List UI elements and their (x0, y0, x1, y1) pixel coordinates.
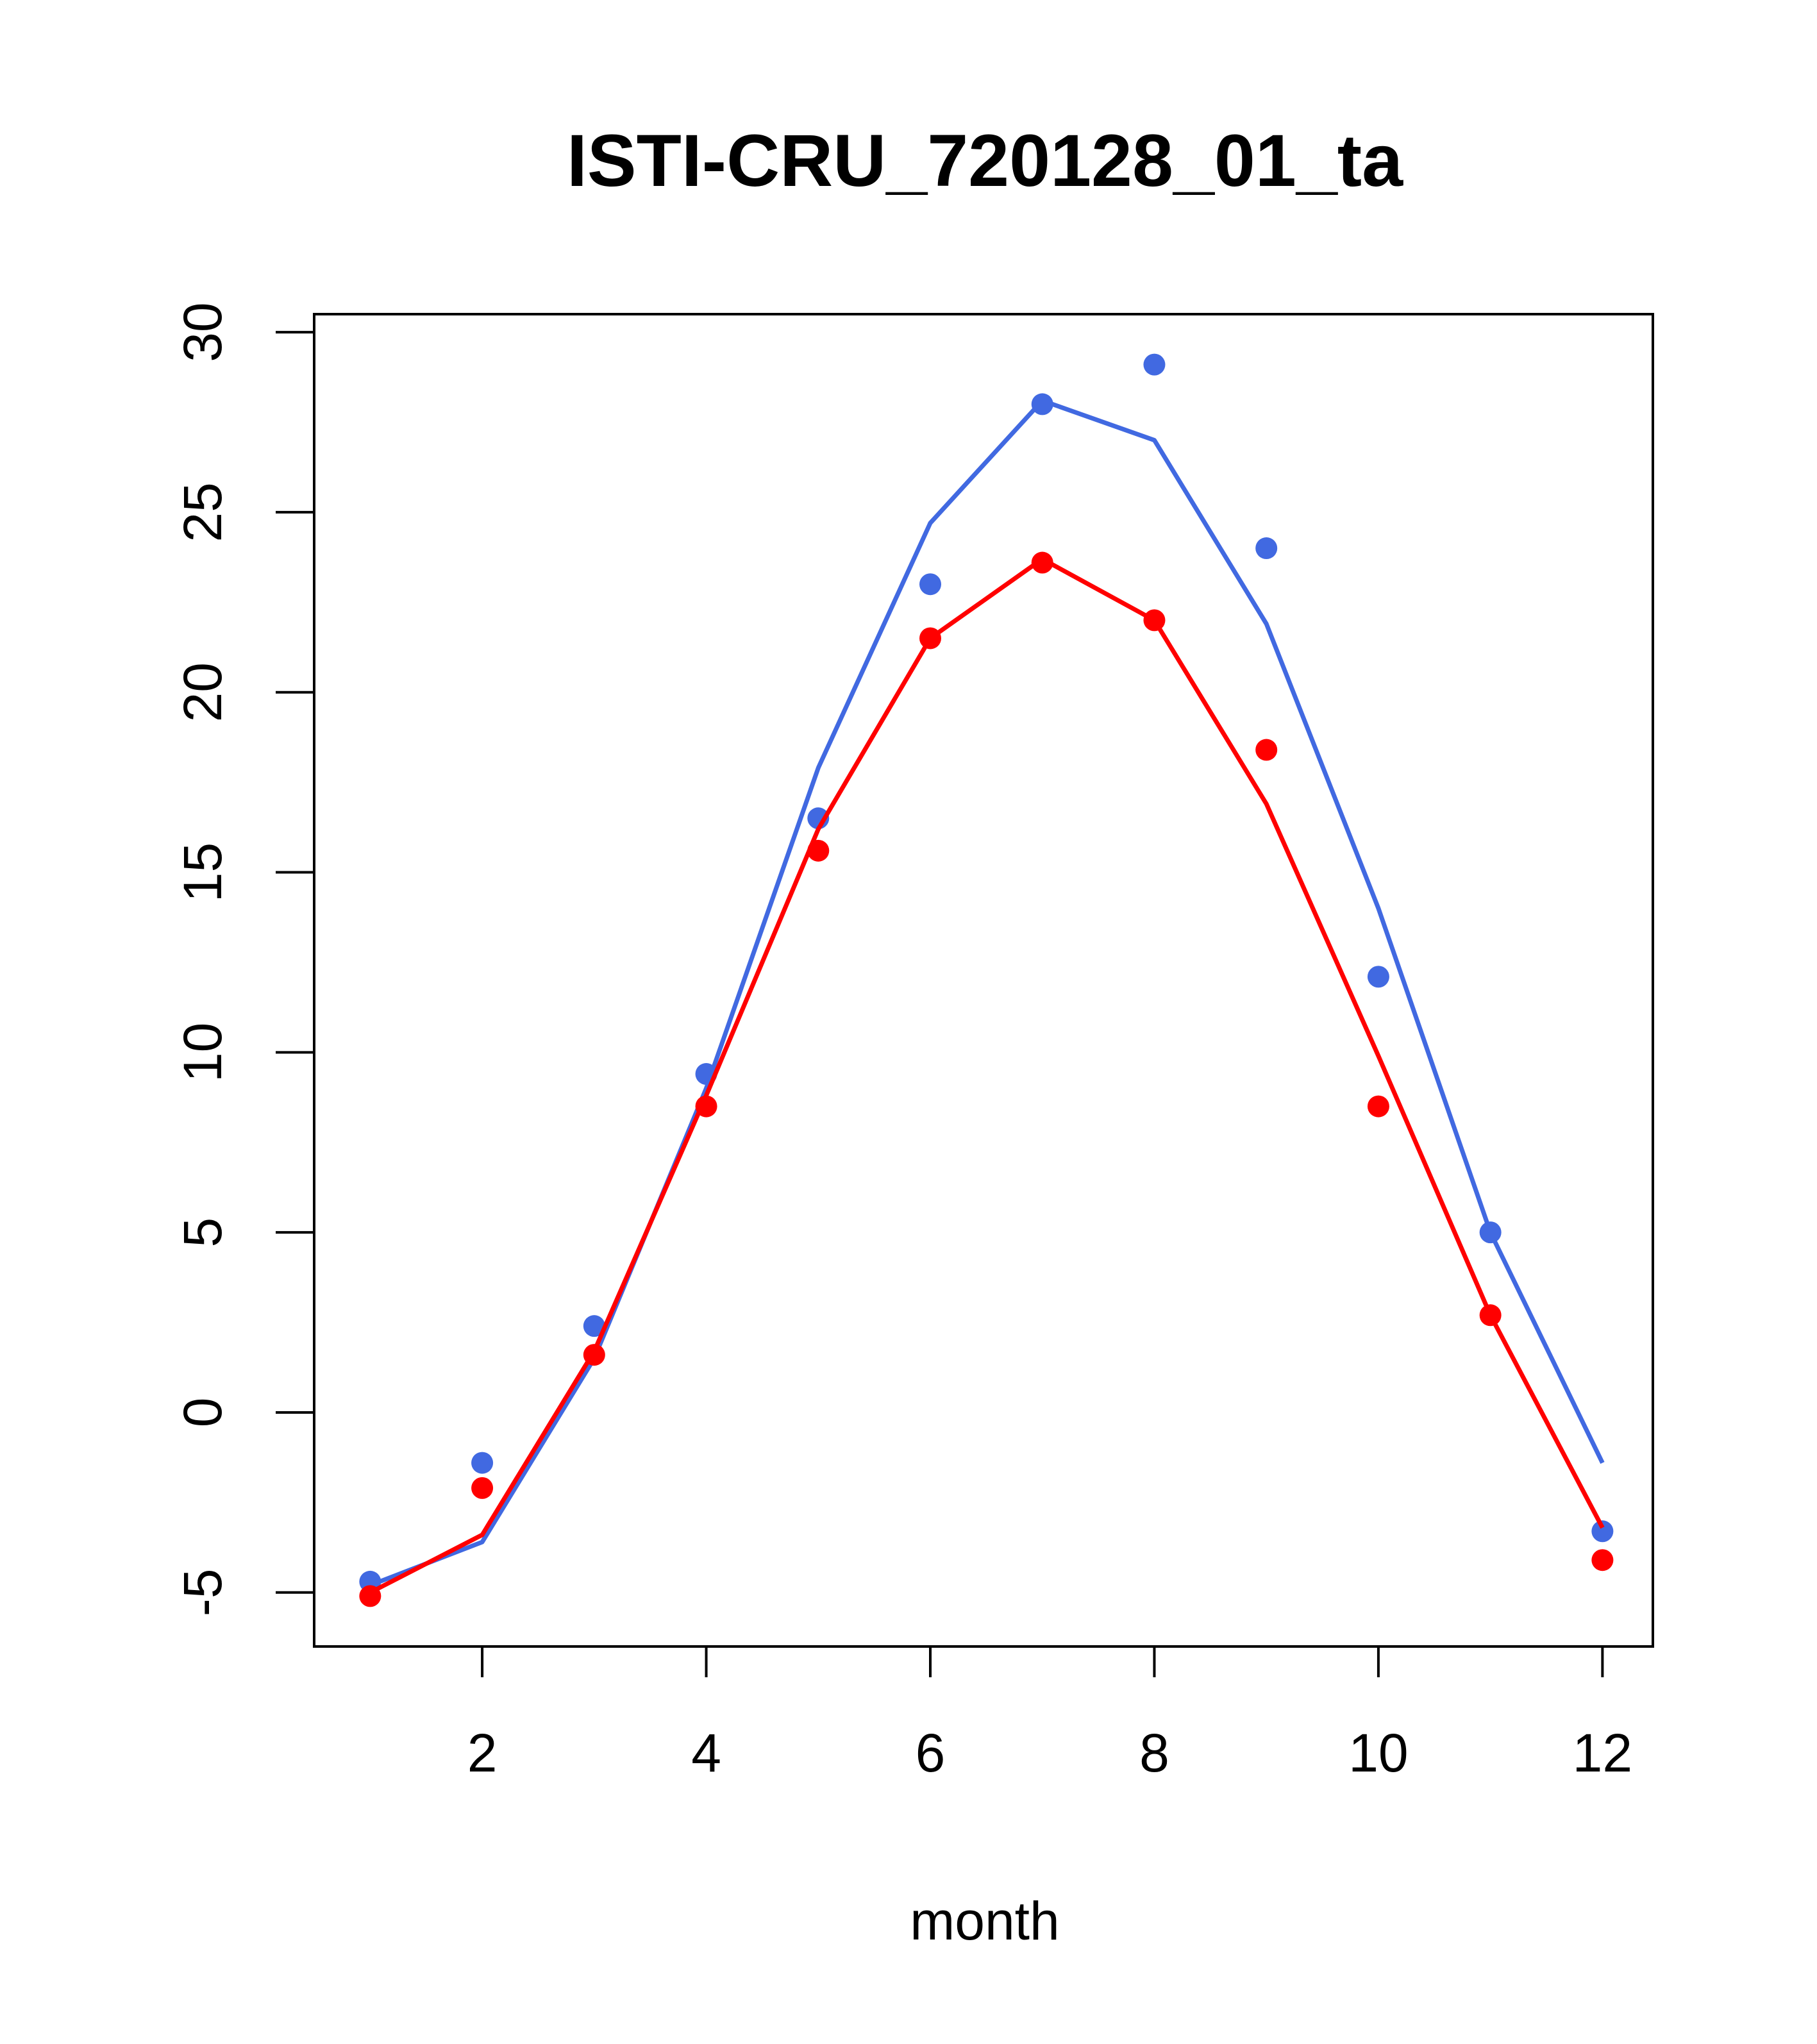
data-point (807, 839, 830, 862)
x-axis-label: month (910, 1891, 1059, 1951)
data-point (1591, 1549, 1614, 1571)
data-point (919, 573, 942, 596)
x-tick-label: 2 (467, 1723, 498, 1783)
y-tick-label: 5 (172, 1218, 233, 1248)
data-point (1255, 537, 1278, 560)
series-2 (359, 551, 1614, 1607)
y-tick-label: 15 (172, 842, 233, 902)
x-axis: 2 4 6 8 10 12 (467, 1645, 1632, 1783)
data-point (1143, 609, 1166, 632)
data-point (1479, 1304, 1502, 1327)
series-line (369, 557, 1605, 1595)
data-point (359, 1585, 381, 1607)
data-point (695, 1095, 717, 1118)
y-tick-label: 0 (172, 1398, 233, 1428)
series-1 (359, 353, 1614, 1593)
data-point (471, 1477, 494, 1499)
y-tick-label: 30 (172, 302, 233, 362)
data-point (583, 1344, 605, 1366)
y-tick-label: 25 (172, 482, 233, 542)
x-tick-label: 4 (691, 1723, 721, 1783)
x-tick-label: 6 (916, 1723, 946, 1783)
data-point (471, 1452, 494, 1474)
data-point (1591, 1520, 1614, 1543)
y-axis: -5 0 5 10 15 20 25 30 (172, 302, 315, 1616)
data-point (1367, 1095, 1389, 1118)
x-tick-label: 12 (1573, 1723, 1632, 1783)
data-point (1143, 353, 1166, 376)
y-tick-label: -5 (172, 1568, 233, 1616)
plot-frame (313, 313, 1654, 1648)
data-point (1479, 1221, 1502, 1244)
series-line (369, 398, 1605, 1587)
series-layer (359, 353, 1614, 1607)
y-tick-label: 10 (172, 1023, 233, 1082)
x-tick-label: 10 (1348, 1723, 1408, 1783)
data-point (1255, 739, 1278, 761)
data-point (1031, 551, 1053, 574)
x-tick-label: 8 (1139, 1723, 1169, 1783)
data-point (1367, 966, 1389, 988)
data-point (1031, 393, 1053, 415)
data-point (919, 627, 942, 649)
data-point (583, 1315, 605, 1337)
y-tick-label: 20 (172, 662, 233, 722)
chart-title: ISTI-CRU_720128_01_ta (567, 120, 1403, 202)
